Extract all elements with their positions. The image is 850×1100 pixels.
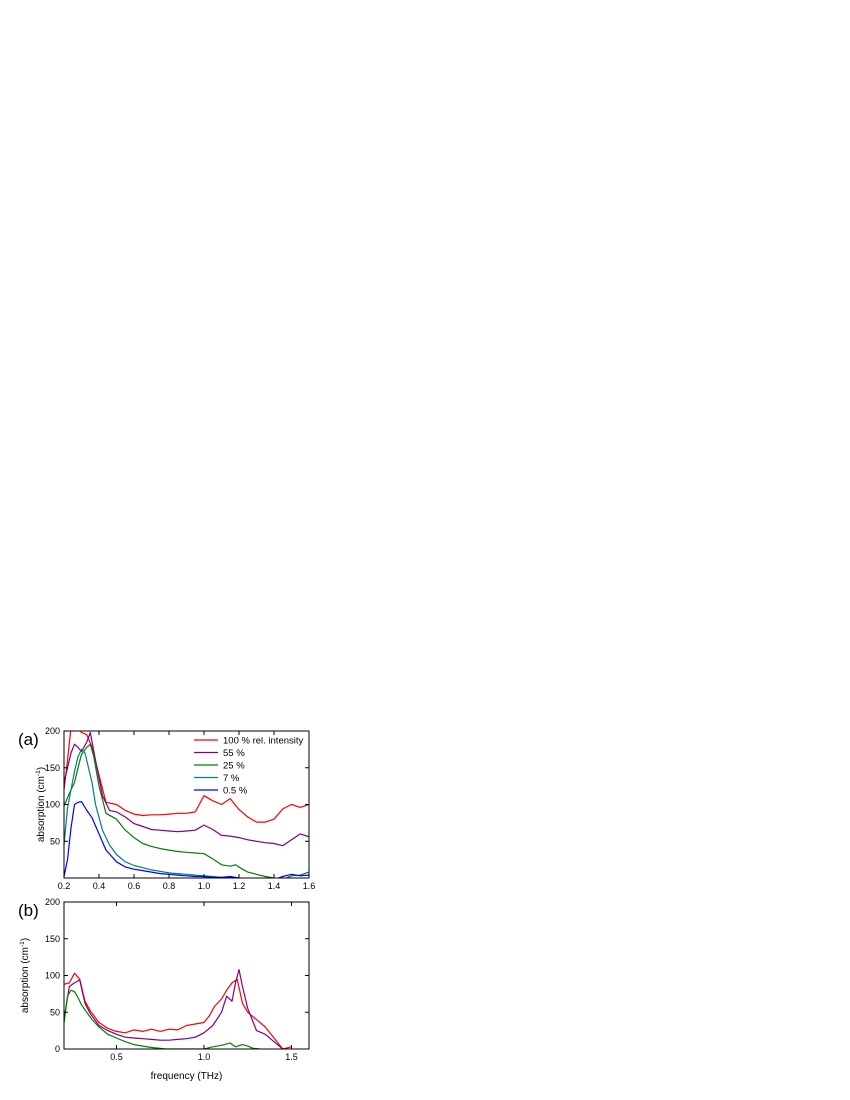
x-tick-label: 1.4 xyxy=(268,881,281,891)
y-axis-title: absorption (cm-1) xyxy=(19,938,31,1013)
legend-label: 100 % rel. intensity xyxy=(223,736,304,747)
legend-label: 55 % xyxy=(223,748,245,759)
x-tick-label: 1.2 xyxy=(233,881,246,891)
panel-label: (a) xyxy=(18,730,39,749)
series-line-a-1 xyxy=(64,731,309,847)
series-line-a-4 xyxy=(64,800,309,878)
x-tick-label: 0.2 xyxy=(58,881,71,891)
x-tick-label: 0.6 xyxy=(128,881,141,891)
x-tick-label: 1.5 xyxy=(285,1052,298,1062)
series-line-a-0 xyxy=(64,731,309,823)
series-line-b-1 xyxy=(64,968,284,1049)
x-axis-title: frequency (THz) xyxy=(151,1071,223,1082)
x-tick-label: 1.0 xyxy=(198,1052,211,1062)
x-tick-label: 1.6 xyxy=(303,881,316,891)
y-tick-label: 150 xyxy=(45,763,60,773)
panel-label: (b) xyxy=(18,901,39,920)
series-line-b-2 xyxy=(64,989,261,1049)
y-tick-label: 50 xyxy=(50,1007,60,1017)
series-line-b-0 xyxy=(64,972,292,1049)
x-tick-label: 0.5 xyxy=(110,1052,123,1062)
panel-b: 0.5 1.0 1.5 0 50 100 150 200 (b) absorption (cm-1… xyxy=(18,897,310,1082)
panel-a: 0.2 0.4 0.6 0.8 1.0 1.2 1.4 1.6 50 100 150 200 (a) ab… xyxy=(18,726,316,891)
series-line-a-2 xyxy=(64,743,309,878)
legend-label: 25 % xyxy=(223,761,245,772)
y-tick-label: 100 xyxy=(45,800,60,810)
legend-label: 0.5 % xyxy=(223,786,248,797)
y-tick-label: 150 xyxy=(45,934,60,944)
x-tick-label: 0.8 xyxy=(163,881,176,891)
x-tick-label: 0.4 xyxy=(93,881,106,891)
y-axis-title: absorption (cm-1) xyxy=(35,767,47,842)
series-line-a-3 xyxy=(64,748,240,878)
y-tick-label: 50 xyxy=(50,836,60,846)
y-tick-label: 100 xyxy=(45,971,60,981)
x-tick-label: 1.0 xyxy=(198,881,211,891)
plot-frame xyxy=(63,730,310,879)
y-tick-label: 200 xyxy=(45,726,60,736)
legend-label: 7 % xyxy=(223,773,240,784)
y-tick-label: 200 xyxy=(45,897,60,907)
y-tick-label: 0 xyxy=(55,1044,60,1054)
